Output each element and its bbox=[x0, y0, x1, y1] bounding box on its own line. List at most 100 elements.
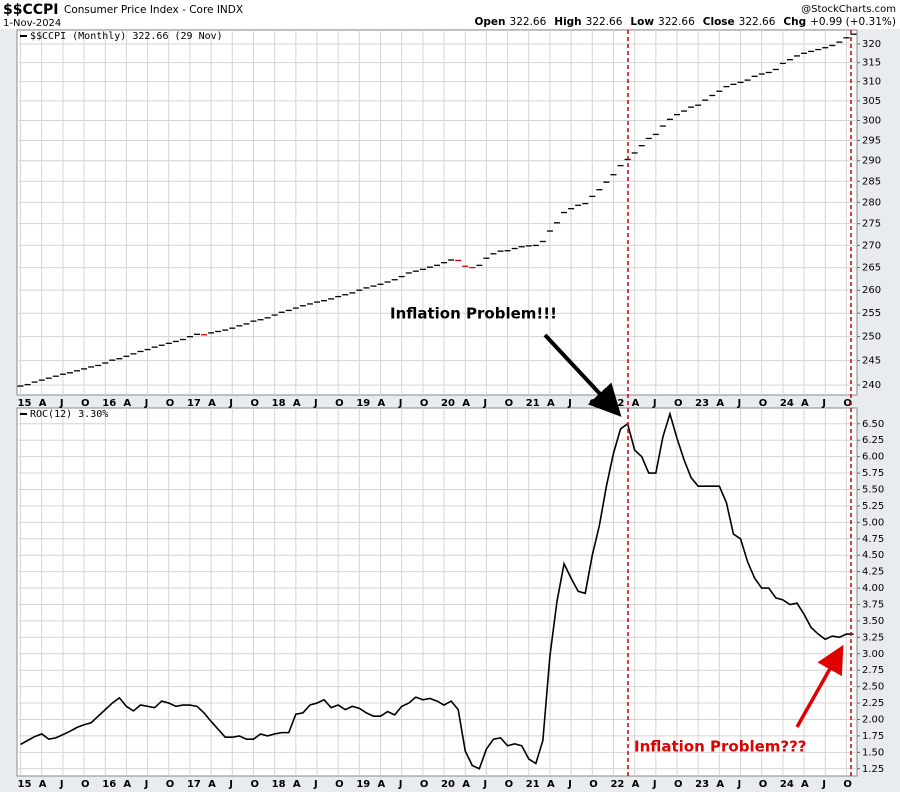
x-tick-label: O bbox=[420, 398, 429, 409]
x-tick-label: J bbox=[482, 779, 487, 790]
x-tick-label: J bbox=[59, 779, 64, 790]
y-tick-label: 310 bbox=[862, 77, 881, 88]
x-tick-label: J bbox=[228, 779, 233, 790]
y-tick-label: 260 bbox=[862, 285, 881, 296]
y-tick-label: 5.25 bbox=[862, 501, 884, 512]
x-tick-label: O bbox=[843, 779, 852, 790]
quote-label: Close bbox=[703, 16, 735, 28]
x-tick-label: 17 bbox=[187, 779, 201, 790]
y-tick-label: 280 bbox=[862, 197, 881, 208]
quote-label: Low bbox=[630, 16, 654, 28]
x-tick-label: A bbox=[378, 398, 386, 409]
x-tick-label: A bbox=[801, 398, 809, 409]
y-tick-label: 2.50 bbox=[862, 682, 884, 693]
x-tick-label: A bbox=[547, 398, 555, 409]
x-tick-label: 16 bbox=[102, 398, 116, 409]
x-tick-label: A bbox=[632, 398, 640, 409]
header-bg bbox=[0, 0, 900, 29]
x-tick-label: O bbox=[589, 398, 598, 409]
x-tick-label: A bbox=[378, 779, 386, 790]
y-tick-label: 270 bbox=[862, 240, 881, 251]
y-tick-label: 6.25 bbox=[862, 435, 884, 446]
x-tick-label: O bbox=[589, 779, 598, 790]
x-tick-label: J bbox=[652, 779, 657, 790]
x-tick-label: O bbox=[759, 398, 768, 409]
security-name: Consumer Price Index - Core INDX bbox=[64, 4, 243, 16]
y-tick-label: 275 bbox=[862, 219, 881, 230]
annotation: Inflation Problem!!! bbox=[390, 305, 557, 323]
x-tick-label: J bbox=[398, 398, 403, 409]
x-tick-label: 24 bbox=[780, 779, 794, 790]
x-tick-label: J bbox=[59, 398, 64, 409]
x-tick-label: 15 bbox=[18, 398, 32, 409]
x-tick-label: J bbox=[398, 779, 403, 790]
y-tick-label: 250 bbox=[862, 332, 881, 343]
x-tick-label: J bbox=[821, 398, 826, 409]
x-tick-label: A bbox=[462, 779, 470, 790]
roc-line bbox=[20, 411, 854, 770]
y-tick-label: 3.75 bbox=[862, 599, 884, 610]
x-tick-label: 24 bbox=[780, 398, 794, 409]
y-tick-label: 4.00 bbox=[862, 583, 884, 594]
x-tick-label: J bbox=[821, 779, 826, 790]
x-tick-label: J bbox=[144, 779, 149, 790]
legend-label: $$CCPI (Monthly) 322.66 (29 Nov) bbox=[30, 31, 223, 42]
x-tick-label: J bbox=[313, 398, 318, 409]
x-tick-label: 19 bbox=[356, 398, 370, 409]
y-tick-label: 240 bbox=[862, 380, 881, 391]
x-tick-label: 23 bbox=[695, 779, 709, 790]
y-tick-label: 5.50 bbox=[862, 484, 884, 495]
x-tick-label: J bbox=[313, 779, 318, 790]
y-tick-label: 320 bbox=[862, 39, 881, 50]
y-tick-label: 305 bbox=[862, 96, 881, 107]
roc-panel bbox=[16, 407, 858, 777]
quote-value: 322.66 bbox=[586, 16, 623, 28]
x-tick-label: A bbox=[293, 779, 301, 790]
quote-value: +0.99 (+0.31%) bbox=[810, 16, 896, 28]
x-tick-label: 23 bbox=[695, 398, 709, 409]
quote-value: 322.66 bbox=[739, 16, 776, 28]
plot-layer: 15 A J O 16 A J O 17 A J O 18 A J O 19 A J O 20 A J O 21 A J O 22 A J O… bbox=[17, 30, 884, 790]
x-tick-label: J bbox=[482, 398, 487, 409]
x-tick-label: A bbox=[716, 779, 724, 790]
x-tick-label: A bbox=[632, 779, 640, 790]
y-tick-label: 295 bbox=[862, 135, 881, 146]
x-tick-label: A bbox=[39, 398, 47, 409]
y-tick-label: 315 bbox=[862, 58, 881, 69]
x-tick-label: 19 bbox=[356, 779, 370, 790]
x-tick-label: J bbox=[737, 779, 742, 790]
y-tick-label: 5.75 bbox=[862, 468, 884, 479]
x-tick-label: O bbox=[166, 398, 175, 409]
annotation: Inflation Problem??? bbox=[634, 738, 807, 756]
source: @StockCharts.com bbox=[801, 4, 896, 15]
y-tick-label: 2.25 bbox=[862, 698, 884, 709]
x-tick-label: 17 bbox=[187, 398, 201, 409]
x-tick-label: J bbox=[567, 398, 572, 409]
x-tick-label: O bbox=[674, 779, 683, 790]
x-tick-label: O bbox=[420, 779, 429, 790]
x-tick-label: O bbox=[250, 779, 259, 790]
y-tick-label: 245 bbox=[862, 356, 881, 367]
y-tick-label: 300 bbox=[862, 116, 881, 127]
x-tick-label: J bbox=[228, 398, 233, 409]
x-tick-label: O bbox=[759, 779, 768, 790]
quote-label: High bbox=[554, 16, 581, 28]
legend-label: ROC(12) 3.30% bbox=[30, 409, 108, 420]
y-tick-label: 4.25 bbox=[862, 567, 884, 578]
y-tick-label: 3.00 bbox=[862, 649, 884, 660]
x-tick-label: O bbox=[843, 398, 852, 409]
x-tick-label: J bbox=[652, 398, 657, 409]
quote-value: 322.66 bbox=[658, 16, 695, 28]
x-tick-label: A bbox=[39, 779, 47, 790]
y-tick-label: 290 bbox=[862, 156, 881, 167]
x-tick-label: O bbox=[166, 779, 175, 790]
x-tick-label: 22 bbox=[610, 779, 624, 790]
x-tick-label: 21 bbox=[526, 398, 540, 409]
y-tick-label: 285 bbox=[862, 176, 881, 187]
x-tick-label: O bbox=[505, 398, 514, 409]
x-tick-label: 20 bbox=[441, 779, 455, 790]
y-tick-label: 1.25 bbox=[862, 764, 884, 775]
x-tick-label: O bbox=[505, 779, 514, 790]
y-tick-label: 1.50 bbox=[862, 747, 884, 758]
